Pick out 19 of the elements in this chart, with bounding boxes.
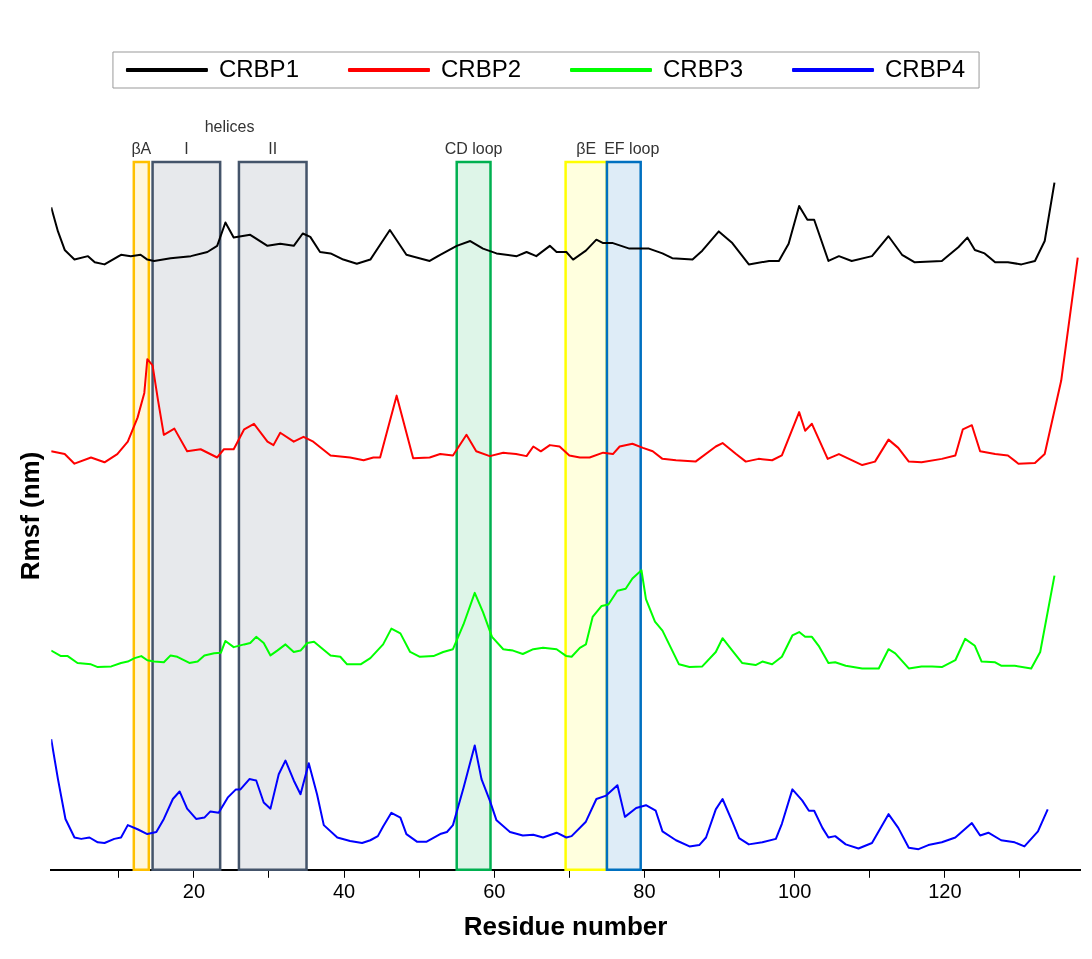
legend-label: CRBP3 [663, 54, 744, 82]
legend-label: CRBP2 [440, 54, 521, 82]
y-axis-title: Rmsf (nm) [14, 451, 45, 581]
band-label: CD loop [444, 140, 503, 158]
x-tick-label: 80 [633, 880, 656, 903]
band-label: EF loop [604, 140, 660, 158]
x-tick-label: 40 [332, 880, 356, 903]
band-label: βE [576, 140, 597, 158]
legend-label: CRBP4 [885, 54, 966, 82]
text: helices [204, 118, 255, 136]
x-tick-label: 20 [182, 880, 206, 903]
x-axis-title: Residue number [463, 910, 668, 941]
legend-label: CRBP1 [218, 54, 299, 82]
x-tick-label: 120 [928, 880, 962, 903]
x-tick-label: 60 [483, 880, 506, 903]
band-label: βA [131, 140, 152, 158]
band-label: II [268, 140, 278, 158]
x-tick-label: 100 [777, 880, 812, 903]
band-label: I [184, 140, 189, 158]
